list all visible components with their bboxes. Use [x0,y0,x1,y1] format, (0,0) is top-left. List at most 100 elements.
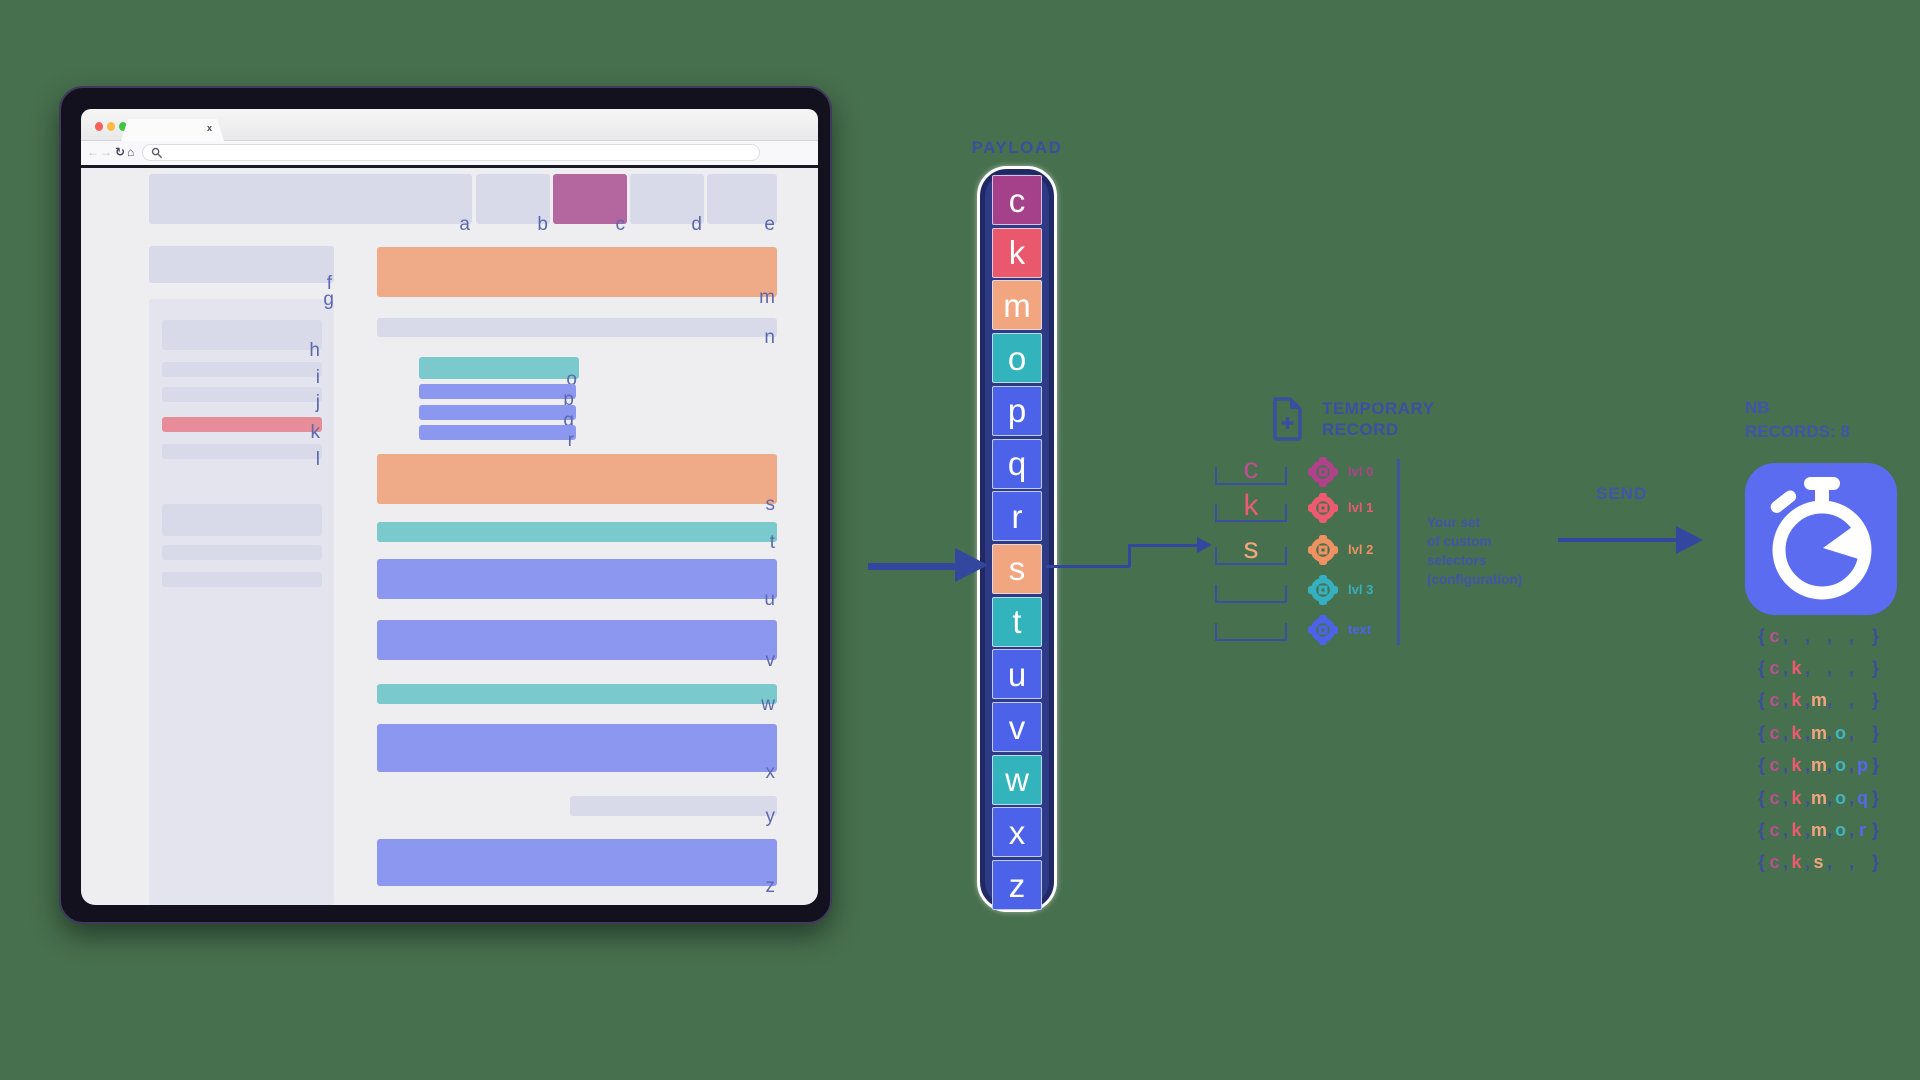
temporary-record-title-line2: RECORD [1322,420,1399,439]
wireframe-label-p: p [563,389,574,410]
wireframe-label-c: c [615,214,626,235]
wireframe-label-q: q [563,410,574,431]
config-divider [1397,459,1400,645]
payload-cell-z: z [992,860,1042,911]
traffic-light-close[interactable] [95,122,103,131]
wireframe-label-b: b [537,214,548,235]
temporary-record-title-line1: TEMPORARY [1322,399,1435,418]
record-slot-char [1811,658,1826,679]
traffic-light-minimize[interactable] [107,122,115,131]
record-slot-bracket-2 [1215,547,1287,565]
content-block-s: s [377,454,777,514]
send-arrow-line [1558,538,1680,542]
record-slot-char [1833,690,1848,711]
records-list: {c, , , , } {c, k, , , } {c, k, m, , } {c, k, m,… [1756,620,1881,879]
selector-level-label: text [1348,622,1372,637]
wireframe-label-k: k [310,422,321,443]
nb-records-title: NB RECORDS: 8 [1745,396,1850,444]
content-block-p: p [419,384,576,409]
record-slot-char: o [1835,722,1846,743]
wireframe-label-z: z [765,876,776,897]
address-bar[interactable] [142,144,760,161]
wireframe-label-a: a [459,214,470,235]
traffic-light-zoom[interactable] [119,122,127,131]
sidebar-row [162,545,322,560]
nb-title-line2: RECORDS: 8 [1745,422,1850,441]
sidebar-row [162,504,322,536]
wireframe-label-f: f [326,273,332,294]
record-slot-char: c [1769,787,1780,808]
back-icon[interactable]: ← [87,145,99,159]
content-block-y: y [570,796,777,826]
record-item-0: {c, , , , } [1757,625,1879,647]
selector-connector-h2 [1128,544,1198,547]
content-block-u: u [377,559,777,609]
selector-target-icon-0 [1308,457,1338,487]
record-slot-char: m [1811,690,1828,711]
stopwatch-icon [1770,477,1872,600]
record-slot-char: r [1858,820,1866,841]
payload-cell-r: r [992,491,1042,542]
home-icon[interactable]: ⌂ [127,145,135,159]
record-slot-char: k [1791,820,1802,841]
record-slot-char: s [1813,852,1824,873]
content-block-x: x [377,724,777,782]
selector-connector-v [1128,544,1131,567]
record-slot-char: c [1769,722,1780,743]
record-slot-letter-s: s [1243,532,1259,565]
wireframe-label-n: n [764,327,775,348]
sidebar-block-f: f [149,246,334,293]
content-block-w: w [377,684,777,714]
payload-entry-arrow-line [868,563,956,570]
record-slot-char: c [1769,625,1780,646]
sidebar-row-j: j [162,387,322,412]
selector-level-label: lvl 0 [1348,464,1374,479]
payload-cell-k: k [992,227,1042,278]
record-slot-char: k [1791,755,1802,776]
forward-icon[interactable]: → [100,145,112,159]
record-slot-char [1855,852,1870,873]
record-slot-char [1833,626,1848,647]
config-note-line: (configuration) [1427,572,1523,587]
wireframe-label-t: t [769,532,775,553]
record-slot-char: c [1769,690,1780,711]
record-slot-char: c [1769,658,1780,679]
payload-title: PAYLOAD [971,138,1063,157]
content-block-v: v [377,620,777,670]
sidebar-row-i: i [162,362,322,387]
wireframe-label-s: s [765,494,776,515]
sidebar-g-label: g [323,289,334,310]
config-note: Your set of custom selectors (configurat… [1427,513,1522,589]
timer-app-icon [1745,463,1897,615]
payload-cell-c: c [992,175,1042,225]
wireframe-label-v: v [765,650,776,671]
header-box-b: b [476,174,550,234]
config-note-line: selectors [1427,553,1487,568]
record-slot-letter-k: k [1243,489,1259,522]
record-slot-char: k [1791,690,1802,711]
wireframe-label-i: i [315,367,320,388]
wireframe-label-y: y [765,806,776,827]
record-slot-char: c [1769,852,1780,873]
record-item-2: {c, k, m, , } [1757,690,1879,711]
wireframe-label-d: d [691,214,702,235]
payload-cell-v: v [992,702,1042,752]
sidebar-row [162,572,322,587]
temporary-record-title: TEMPORARY RECORD [1322,398,1435,440]
wireframe-label-r: r [567,430,574,451]
header-box-e: e [707,174,777,234]
wireframe-label-w: w [761,694,775,715]
wireframe-label-h: h [309,340,320,361]
record-slot-char [1833,658,1848,679]
record-slot-char: c [1769,755,1780,776]
sidebar-row-l: l [162,444,322,469]
reload-icon[interactable]: ↻ [115,145,126,159]
payload-cell-w: w [992,754,1042,805]
record-slot-char: o [1835,755,1846,776]
header-box-c: c [553,174,627,234]
tab-close-icon[interactable]: x [206,123,212,133]
record-slot-char: m [1811,820,1828,841]
record-item-5: {c, k, m, o, q} [1757,787,1879,808]
browser-tab[interactable]: x [121,119,224,141]
